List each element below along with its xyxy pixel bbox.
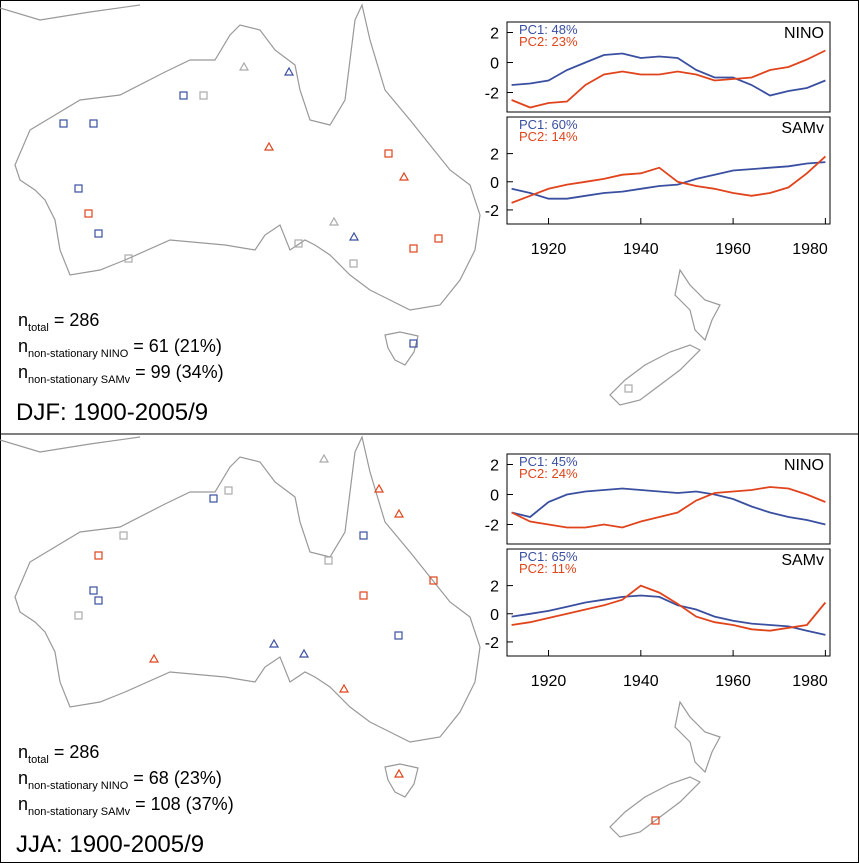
stat-line: ntotal = 286 — [18, 742, 99, 766]
stat-line: nnon-stationary SAMv = 108 (37%) — [18, 794, 234, 818]
y-tick-label: 2 — [490, 26, 499, 43]
stations — [74, 453, 660, 825]
x-tick-label: 1980 — [792, 241, 828, 258]
stat-value: = 286 — [54, 310, 100, 330]
stat-value: = 286 — [54, 742, 100, 762]
y-tick-label: 0 — [490, 607, 499, 624]
series-line — [511, 155, 827, 204]
stat-value: = 68 (23%) — [133, 768, 222, 788]
plot-frame — [506, 116, 831, 225]
stat-symbol: n — [18, 768, 28, 788]
series-line — [511, 487, 826, 526]
series-line — [511, 486, 826, 529]
series-line — [511, 52, 826, 97]
legend-entry: PC2: 23% — [519, 34, 578, 49]
series-line — [511, 161, 826, 200]
y-tick-label: -2 — [485, 635, 499, 652]
chart-title: NINO — [784, 457, 824, 474]
y-tick-label: 0 — [490, 488, 499, 505]
legend-entry: PC1: 60% — [519, 117, 578, 132]
x-tick-label: 1940 — [623, 673, 659, 690]
stat-subscript: total — [28, 322, 49, 334]
plot-frame — [506, 21, 831, 113]
stat-line: nnon-stationary NINO = 68 (23%) — [18, 768, 222, 792]
stations — [59, 61, 633, 393]
stat-subscript: non-stationary SAMv — [28, 374, 131, 386]
legend-entry: PC2: 11% — [519, 561, 577, 576]
y-tick-label: 2 — [490, 458, 499, 475]
y-tick-label: 2 — [490, 579, 499, 596]
y-tick-label: 0 — [490, 175, 499, 192]
stat-symbol: n — [18, 742, 28, 762]
stat-value: = 108 (37%) — [135, 794, 234, 814]
stat-symbol: n — [18, 336, 28, 356]
stat-subscript: non-stationary NINO — [28, 780, 129, 792]
map — [0, 4, 721, 406]
stat-value: = 61 (21%) — [133, 336, 222, 356]
legend-entry: PC1: 45% — [519, 454, 578, 469]
series-line — [511, 584, 827, 632]
x-tick-label: 1960 — [715, 241, 751, 258]
legend-entry: PC2: 14% — [519, 129, 578, 144]
chart-title: SAMv — [781, 120, 824, 137]
chart-title: NINO — [784, 25, 824, 42]
stat-subscript: non-stationary SAMv — [28, 806, 131, 818]
y-tick-label: -2 — [485, 86, 499, 103]
x-tick-label: 1920 — [531, 241, 567, 258]
stat-line: nnon-stationary NINO = 61 (21%) — [18, 336, 222, 360]
y-tick-label: 0 — [490, 56, 499, 73]
x-tick-label: 1960 — [715, 673, 751, 690]
legend-entry: PC2: 24% — [519, 466, 578, 481]
plot-frame — [506, 548, 831, 657]
stat-symbol: n — [18, 310, 28, 330]
season-label: JJA: 1900-2005/9 — [16, 831, 204, 858]
stat-subscript: total — [28, 754, 49, 766]
y-tick-label: -2 — [485, 203, 499, 220]
plot-frame — [506, 453, 831, 545]
map — [0, 436, 721, 838]
stat-subscript: non-stationary NINO — [28, 348, 129, 360]
x-tick-label: 1980 — [792, 673, 828, 690]
stat-line: ntotal = 286 — [18, 310, 99, 334]
series-line — [511, 49, 826, 109]
stat-symbol: n — [18, 362, 28, 382]
y-tick-label: -2 — [485, 518, 499, 535]
stat-value: = 99 (34%) — [135, 362, 224, 382]
series-line — [511, 594, 826, 636]
stat-line: nnon-stationary SAMv = 99 (34%) — [18, 362, 224, 386]
season-label: DJF: 1900-2005/9 — [16, 399, 208, 426]
y-tick-label: 2 — [490, 147, 499, 164]
x-tick-label: 1920 — [531, 673, 567, 690]
legend-entry: PC1: 65% — [519, 549, 578, 564]
chart-title: SAMv — [781, 552, 824, 569]
x-tick-label: 1940 — [623, 241, 659, 258]
stat-symbol: n — [18, 794, 28, 814]
legend-entry: PC1: 48% — [519, 22, 578, 37]
